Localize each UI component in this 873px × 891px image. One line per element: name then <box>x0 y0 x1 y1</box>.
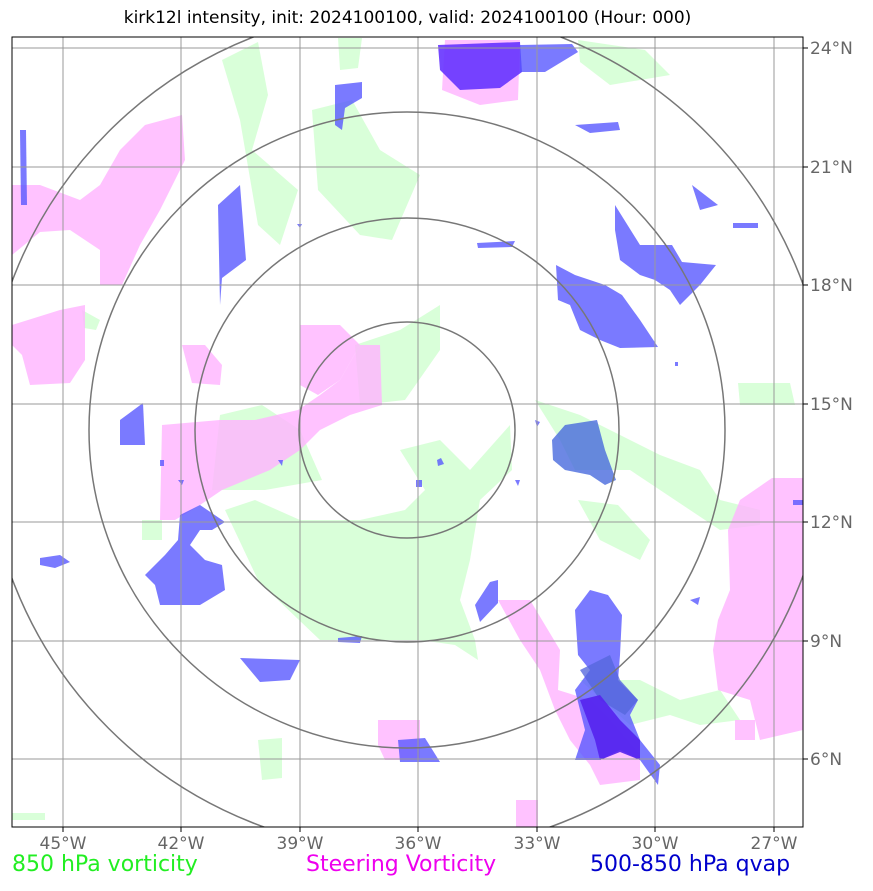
lat-tick-labels: 24°N 21°N 18°N 15°N 12°N 9°N 6°N <box>803 39 853 770</box>
lon-label-33w: 33°W <box>514 834 561 854</box>
lat-label-9n: 9°N <box>810 632 842 652</box>
lon-label-45w: 45°W <box>40 834 87 854</box>
range-ring-1 <box>298 321 516 539</box>
lat-label-6n: 6°N <box>810 750 842 770</box>
lon-label-39w: 39°W <box>277 834 324 854</box>
lon-label-27w: 27°W <box>751 834 798 854</box>
lon-label-36w: 36°W <box>395 834 442 854</box>
lat-label-24n: 24°N <box>810 39 853 59</box>
lat-label-15n: 15°N <box>810 395 853 415</box>
lat-label-12n: 12°N <box>810 513 853 533</box>
lon-label-42w: 42°W <box>158 834 205 854</box>
legend-steering-vorticity: Steering Vorticity <box>306 852 497 877</box>
qvap-field <box>20 42 803 785</box>
range-rings <box>12 37 803 827</box>
legend-vorticity-850: 850 hPa vorticity <box>12 852 198 877</box>
lat-lon-grid <box>12 37 803 827</box>
lat-label-18n: 18°N <box>810 276 853 296</box>
range-ring-2 <box>194 217 620 643</box>
lat-label-21n: 21°N <box>810 158 853 178</box>
map-frame <box>11 36 804 828</box>
lon-label-30w: 30°W <box>632 834 679 854</box>
map-title: kirk12l intensity, init: 2024100100, val… <box>123 8 692 28</box>
legend-qvap: 500-850 hPa qvap <box>590 852 791 877</box>
range-ring-3 <box>88 111 726 749</box>
map-fields <box>12 37 803 827</box>
lon-tick-labels: 45°W 42°W 39°W 36°W 33°W 30°W 27°W <box>40 827 798 854</box>
